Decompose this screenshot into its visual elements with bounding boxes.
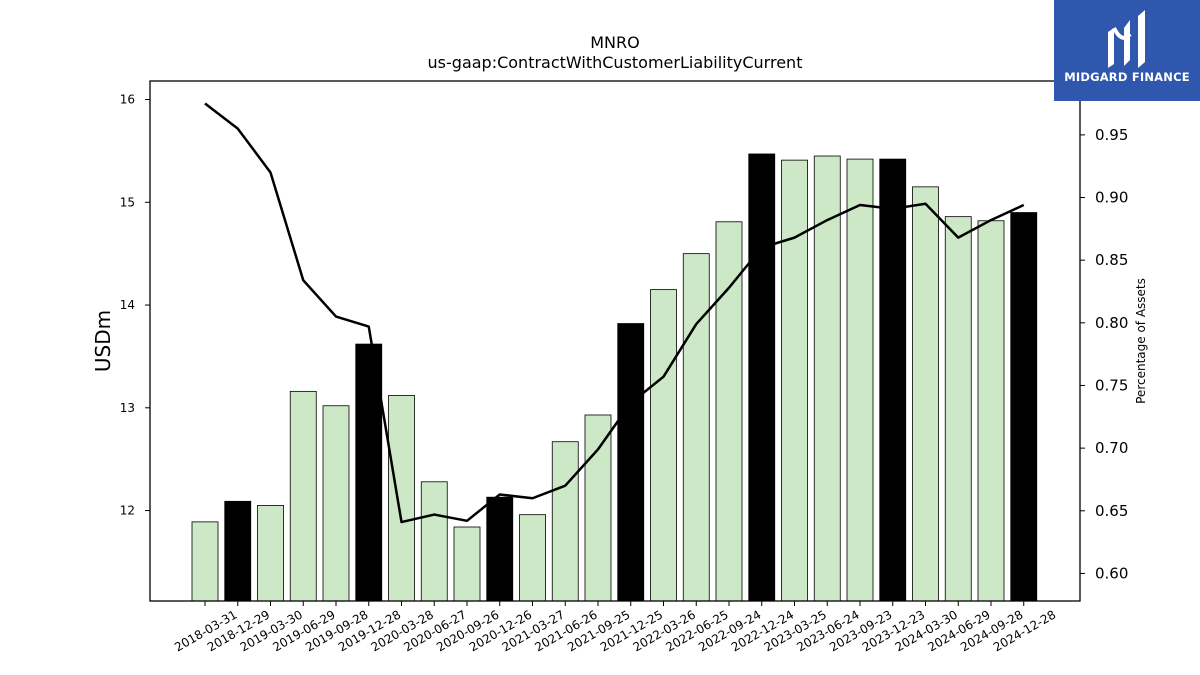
brand-logo: MIDGARD FINANCE [1054, 0, 1200, 101]
bar-2018-12-29 [224, 500, 252, 602]
bar-2021-12-25 [617, 323, 645, 602]
bar-2024-06-29 [944, 216, 972, 602]
bar-2019-09-28 [322, 405, 350, 602]
bar-2020-12-26 [486, 496, 514, 602]
y2-tick-label: 0.80 [1095, 314, 1128, 332]
bar-2022-12-24 [748, 153, 776, 602]
plot-frame [149, 80, 1081, 602]
bar-2022-06-25 [682, 253, 710, 602]
bar-2023-06-24 [813, 155, 841, 602]
bar-2021-06-26 [551, 441, 579, 602]
bar-2020-03-28 [388, 395, 415, 602]
y2-tick-label: 0.95 [1095, 126, 1128, 144]
bar-series [191, 153, 1038, 602]
bar-2020-06-27 [420, 481, 448, 602]
bar-2020-09-26 [453, 526, 481, 602]
bar-2024-12-28 [1010, 212, 1038, 602]
y-tick-label: 16 [120, 92, 135, 106]
left-y-axis: 12 13 14 15 16 [120, 92, 150, 518]
y2-tick-label: 0.60 [1095, 564, 1128, 582]
bar-2019-12-28 [355, 343, 383, 602]
bar-2024-03-30 [912, 186, 939, 602]
y2-tick-label: 0.85 [1095, 251, 1128, 269]
y-tick-label: 12 [120, 504, 135, 518]
y2-tick-label: 0.90 [1095, 189, 1128, 207]
y2-tick-label: 0.65 [1095, 502, 1128, 520]
y2-axis-label: Percentage of Assets [1134, 278, 1148, 404]
bar-2023-09-23 [846, 158, 874, 602]
y-tick-label: 13 [120, 401, 135, 415]
y-tick-label: 15 [120, 195, 135, 209]
chart-title: MNRO [590, 33, 639, 52]
line-series [204, 102, 1025, 524]
bar-2024-09-28 [977, 220, 1005, 602]
midgard-logo-icon [1108, 10, 1145, 68]
y-axis-label: USDm [91, 310, 115, 372]
bar-2022-03-26 [650, 289, 677, 602]
bar-2018-03-31 [191, 521, 219, 602]
bar-2023-03-25 [781, 159, 808, 602]
bar-2019-03-30 [257, 505, 284, 602]
y-tick-label: 14 [120, 298, 135, 312]
y2-tick-label: 0.70 [1095, 439, 1128, 457]
bar-2021-09-25 [584, 414, 612, 602]
bar-2022-09-24 [715, 221, 743, 602]
bar-2023-12-23 [879, 158, 907, 602]
bar-2021-03-27 [519, 514, 546, 602]
percentage-of-assets-line [204, 102, 1025, 524]
bar-2019-06-29 [289, 390, 317, 602]
right-y-axis: 0.60 0.65 0.70 0.75 0.80 0.85 0.90 0.95 [1080, 126, 1128, 582]
x-axis: 2018-03-312018-12-292019-03-302019-06-29… [172, 601, 1058, 654]
logo-text: MIDGARD FINANCE [1064, 70, 1190, 84]
chart-subtitle: us-gaap:ContractWithCustomerLiabilityCur… [428, 53, 803, 72]
y2-tick-label: 0.75 [1095, 376, 1128, 394]
